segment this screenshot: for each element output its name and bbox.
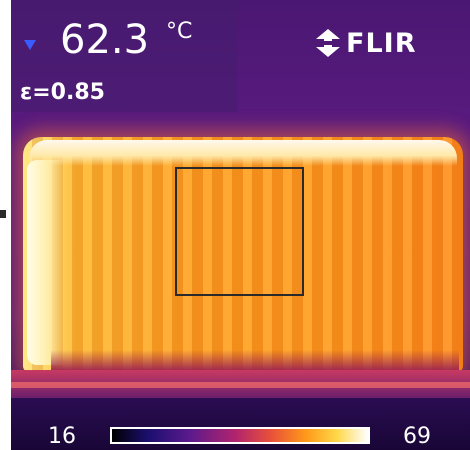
flir-logo: FLIR	[316, 26, 462, 60]
emissivity-value: ε=0.85	[20, 80, 105, 105]
edge-tick	[0, 210, 6, 218]
scale-min-label: 16	[48, 424, 76, 449]
spot-marker-icon	[24, 40, 36, 50]
scale-max-label: 69	[403, 424, 431, 449]
logo-text: FLIR	[346, 27, 417, 59]
measurement-box	[175, 167, 304, 296]
color-scale-bar	[110, 427, 370, 444]
flir-logo-icon	[316, 29, 340, 57]
pipe-line	[11, 382, 470, 388]
measurement-panel	[11, 0, 237, 112]
temperature-unit: °C	[166, 19, 193, 44]
radiator-bottom-shadow	[51, 350, 459, 372]
thermal-image	[11, 0, 470, 450]
radiator-left-glow	[27, 160, 65, 365]
radiator-top-edge	[29, 140, 457, 166]
radiator	[23, 137, 463, 372]
spot-temperature: 62.3	[60, 17, 150, 63]
